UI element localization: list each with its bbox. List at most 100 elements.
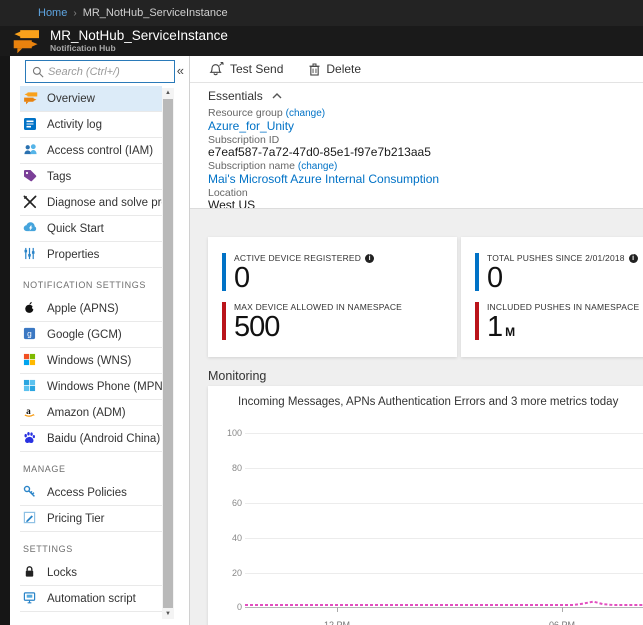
devices-tile[interactable]: ACTIVE DEVICE REGISTERED i 0 MAX DEVICE A… <box>208 237 457 357</box>
metrics-chart-tile[interactable]: Incoming Messages, APNs Authentication E… <box>208 386 643 625</box>
sidebar-item-access-control[interactable]: Access control (IAM) <box>20 138 162 164</box>
metric-value: 0 <box>487 262 503 294</box>
scroll-down-arrow[interactable]: ▼ <box>165 611 171 617</box>
sidebar-item-label: Windows Phone (MPNS) <box>47 380 162 393</box>
x-axis-tick-label: 06 PM <box>548 620 576 625</box>
menu-section-notification-settings: NOTIFICATION SETTINGS <box>23 280 146 290</box>
diagnose-icon <box>23 195 38 210</box>
baidu-paw-icon <box>23 431 38 446</box>
change-resource-group-link[interactable]: (change) <box>285 108 326 119</box>
subscription-name-link[interactable]: Mai's Microsoft Azure Internal Consumpti… <box>208 172 440 186</box>
portal-left-strip <box>0 56 10 625</box>
field-resource-group: Resource group (change) Azure_for_Unity <box>208 107 439 133</box>
sidebar-item-label: Pricing Tier <box>47 512 105 525</box>
x-axis-tick <box>562 607 563 612</box>
tag-icon <box>23 169 38 184</box>
lock-icon <box>23 565 38 580</box>
sidebar-item-baidu[interactable]: Baidu (Android China) <box>20 426 162 452</box>
sidebar-item-properties[interactable]: Properties <box>20 242 162 268</box>
sidebar-item-label: Access Policies <box>47 486 127 499</box>
command-bar: Test Send Delete <box>190 56 643 83</box>
resource-type-label: Notification Hub <box>50 43 116 53</box>
sidebar-item-automation-script[interactable]: Automation script <box>20 586 162 612</box>
sidebar-item-label: Quick Start <box>47 222 104 235</box>
breadcrumb-separator: › <box>73 7 77 19</box>
svg-text:g: g <box>27 328 32 338</box>
sidebar-item-activity-log[interactable]: Activity log <box>20 112 162 138</box>
gridline <box>245 468 643 469</box>
google-icon: g <box>23 327 38 342</box>
metric-bar <box>475 302 479 340</box>
field-label: Location <box>208 187 248 199</box>
resource-group-link[interactable]: Azure_for_Unity <box>208 119 295 133</box>
metric-value: 1 <box>487 311 503 343</box>
sidebar-item-amazon-adm[interactable]: a Amazon (ADM) <box>20 400 162 426</box>
breadcrumb-home-link[interactable]: Home <box>38 7 68 19</box>
quick-start-cloud-icon <box>23 221 38 236</box>
sidebar-scrollbar[interactable]: ▲ ▼ <box>162 88 174 619</box>
key-icon <box>23 485 38 500</box>
sidebar-item-apple-apns[interactable]: Apple (APNS) <box>20 296 162 322</box>
x-axis-line <box>245 607 643 608</box>
metric-unit: M <box>505 325 516 339</box>
sidebar-item-pricing-tier[interactable]: Pricing Tier <box>20 506 162 532</box>
test-send-button[interactable]: Test Send <box>208 62 283 76</box>
metric-value: 500 <box>234 311 280 343</box>
apple-icon <box>23 301 38 316</box>
bell-icon <box>209 62 224 76</box>
windows-phone-icon <box>23 379 38 394</box>
y-axis-tick-label: 60 <box>231 498 242 508</box>
metric-max-devices: MAX DEVICE ALLOWED IN NAMESPACE 500 <box>222 302 457 342</box>
pricing-tier-icon <box>23 511 38 526</box>
x-axis-tick-label: 12 PM <box>323 620 351 625</box>
sidebar-item-windows-wns[interactable]: Windows (WNS) <box>20 348 162 374</box>
chevron-up-icon <box>272 93 282 99</box>
sidebar-item-label: Automation script <box>47 592 136 605</box>
sidebar-item-label: Windows (WNS) <box>47 354 132 367</box>
field-label: Subscription name <box>208 160 295 172</box>
sidebar-item-tags[interactable]: Tags <box>20 164 162 190</box>
sidebar-item-overview[interactable]: Overview <box>20 86 162 112</box>
activity-log-icon <box>23 117 38 132</box>
trash-icon <box>309 62 320 76</box>
metric-active-devices: ACTIVE DEVICE REGISTERED i 0 <box>222 253 457 293</box>
sidebar-item-label: Baidu (Android China) <box>47 432 161 445</box>
metric-bar <box>475 253 479 291</box>
overview-dashboard: ACTIVE DEVICE REGISTERED i 0 MAX DEVICE A… <box>190 208 643 625</box>
sidebar-item-quick-start[interactable]: Quick Start <box>20 216 162 242</box>
gridline <box>245 433 643 434</box>
collapse-sidebar-button[interactable]: « <box>176 63 184 78</box>
gridline <box>245 538 643 539</box>
field-subscription-id: Subscription ID e7eaf587-7a72-47d0-85e1-… <box>208 134 439 159</box>
sidebar-item-google-gcm[interactable]: g Google (GCM) <box>20 322 162 348</box>
pushes-tile[interactable]: TOTAL PUSHES SINCE 2/01/2018 i 0 INCLUDED… <box>461 237 643 357</box>
scroll-up-arrow[interactable]: ▲ <box>165 90 171 96</box>
test-send-label: Test Send <box>230 62 284 76</box>
page-title: MR_NotHub_ServiceInstance <box>50 28 228 43</box>
essentials-toggle[interactable]: Essentials <box>208 89 282 103</box>
access-control-icon <box>23 143 38 158</box>
sidebar-item-label: Activity log <box>47 118 102 131</box>
menu-section-manage: MANAGE <box>23 464 66 474</box>
y-axis-tick-label: 0 <box>236 602 242 612</box>
sidebar-item-diagnose[interactable]: Diagnose and solve problems <box>20 190 162 216</box>
sidebar-item-windows-phone-mpns[interactable]: Windows Phone (MPNS) <box>20 374 162 400</box>
menu-search-box[interactable] <box>25 60 175 83</box>
sidebar-item-label: Tags <box>47 170 72 183</box>
change-subscription-link[interactable]: (change) <box>297 161 338 172</box>
sidebar-item-label: Apple (APNS) <box>47 302 119 315</box>
delete-button[interactable]: Delete <box>309 62 361 76</box>
metric-tiles-row: ACTIVE DEVICE REGISTERED i 0 MAX DEVICE A… <box>208 237 643 357</box>
metric-label: INCLUDED PUSHES IN NAMESPACE <box>487 302 640 312</box>
menu-search-input[interactable] <box>48 65 170 78</box>
y-axis-tick-label: 80 <box>231 463 242 473</box>
field-label: Resource group <box>208 107 283 119</box>
scrollbar-thumb[interactable] <box>163 99 173 608</box>
sidebar-item-locks[interactable]: Locks <box>20 560 162 586</box>
sidebar-item-label: Amazon (ADM) <box>47 406 126 419</box>
info-icon: i <box>628 253 638 263</box>
metric-value: 0 <box>234 262 250 294</box>
sidebar-item-label: Properties <box>47 248 100 261</box>
sidebar-item-access-policies[interactable]: Access Policies <box>20 480 162 506</box>
